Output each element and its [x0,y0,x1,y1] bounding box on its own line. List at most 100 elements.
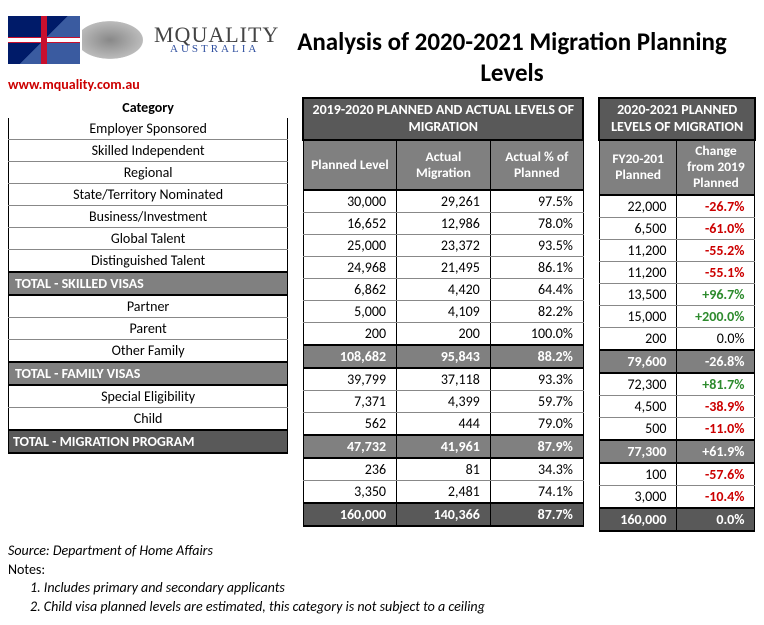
actual-pct-cell: 64.4% [490,279,583,301]
fy-planned-cell: 160,000 [599,508,677,531]
planned-level-cell: 5,000 [303,301,396,323]
brand-line1: MQUALITY [154,25,279,45]
change-pct-cell: -26.8% [677,350,755,373]
actual-migration-cell: 200 [397,323,491,346]
brand-logo: MQUALITY AUSTRALIA [8,8,268,72]
planned-level-cell: 39,799 [303,368,396,391]
actual-migration-cell: 4,399 [397,391,491,413]
fy-planned-cell: 100 [599,463,677,486]
t1-super-header: 2019-2020 PLANNED AND ACTUAL LEVELS OF M… [303,98,583,140]
actual-migration-cell: 41,961 [397,435,491,458]
actual-pct-cell: 93.3% [490,368,583,391]
category-cell: TOTAL - SKILLED VISAS [9,272,288,295]
actual-migration-cell: 23,372 [397,235,491,257]
page-title: Analysis of 2020-2021 Migration Planning… [268,8,756,88]
change-pct-cell: -57.6% [677,463,755,486]
note-1: 1. Includes primary and secondary applic… [30,578,756,598]
source-line: Source: Department of Home Affairs [8,542,756,559]
planned-level-cell: 6,862 [303,279,396,301]
change-pct-cell: -38.9% [677,395,755,417]
planned-level-cell: 200 [303,323,396,346]
actual-pct-cell: 34.3% [490,458,583,481]
change-pct-cell: +81.7% [677,373,755,396]
change-pct-cell: -11.0% [677,417,755,440]
actual-pct-cell: 86.1% [490,257,583,279]
actual-pct-cell: 97.5% [490,190,583,213]
actual-pct-cell: 93.5% [490,235,583,257]
actual-migration-cell: 140,366 [397,503,491,526]
category-cell: Business/Investment [9,206,288,228]
brand-line2: AUSTRALIA [170,45,279,55]
category-cell: Regional [9,162,288,184]
planned-level-cell: 7,371 [303,391,396,413]
category-table: Category Employer SponsoredSkilled Indep… [8,97,288,454]
planned-level-cell: 16,652 [303,213,396,235]
category-cell: Skilled Independent [9,140,288,162]
fy-planned-cell: 6,500 [599,217,677,239]
fy-planned-cell: 11,200 [599,261,677,283]
actual-pct-cell: 87.9% [490,435,583,458]
col-actual-migration: Actual Migration [397,140,491,190]
actual-pct-cell: 79.0% [490,413,583,436]
t2-super-header: 2020-2021 PLANNED LEVELS OF MIGRATION [599,98,755,140]
planned-level-cell: 160,000 [303,503,396,526]
col-fy-planned: FY20-201 Planned [599,140,677,195]
actual-migration-cell: 37,118 [397,368,491,391]
fy-planned-cell: 77,300 [599,440,677,463]
actual-pct-cell: 100.0% [490,323,583,346]
category-cell: TOTAL - MIGRATION PROGRAM [9,430,288,453]
col-planned-level: Planned Level [303,140,396,190]
change-pct-cell: 0.0% [677,327,755,350]
category-header: Category [9,97,288,118]
fy-planned-cell: 72,300 [599,373,677,396]
planned-level-cell: 108,682 [303,345,396,368]
category-cell: Parent [9,318,288,340]
actual-migration-cell: 444 [397,413,491,436]
note-2: 2. Child visa planned levels are estimat… [30,597,756,617]
change-pct-cell: -55.1% [677,261,755,283]
planned-level-cell: 24,968 [303,257,396,279]
change-pct-cell: +61.9% [677,440,755,463]
actual-pct-cell: 78.0% [490,213,583,235]
actual-pct-cell: 87.7% [490,503,583,526]
change-pct-cell: -61.0% [677,217,755,239]
fy-planned-cell: 4,500 [599,395,677,417]
change-pct-cell: -10.4% [677,485,755,508]
planned-level-cell: 47,732 [303,435,396,458]
fy-planned-cell: 200 [599,327,677,350]
fy-planned-cell: 22,000 [599,195,677,218]
category-cell: Special Eligibility [9,385,288,408]
category-cell: State/Territory Nominated [9,184,288,206]
actual-migration-cell: 29,261 [397,190,491,213]
australia-map-icon [82,16,152,64]
flag-icon [8,16,80,64]
fy-planned-cell: 3,000 [599,485,677,508]
actual-migration-cell: 4,109 [397,301,491,323]
actual-pct-cell: 82.2% [490,301,583,323]
website-url[interactable]: www.mquality.com.au [8,76,268,93]
planned-level-cell: 30,000 [303,190,396,213]
category-cell: Global Talent [9,228,288,250]
actual-migration-cell: 12,986 [397,213,491,235]
change-pct-cell: +200.0% [677,305,755,327]
actual-migration-cell: 81 [397,458,491,481]
planned-level-cell: 3,350 [303,481,396,504]
actual-migration-cell: 2,481 [397,481,491,504]
change-pct-cell: -55.2% [677,239,755,261]
planned-level-cell: 236 [303,458,396,481]
col-actual-pct: Actual % of Planned [490,140,583,190]
planned-level-cell: 25,000 [303,235,396,257]
actual-pct-cell: 88.2% [490,345,583,368]
tables-container: Category Employer SponsoredSkilled Indep… [8,97,756,532]
notes-label: Notes: [8,561,756,578]
category-cell: Employer Sponsored [9,118,288,140]
actual-migration-cell: 21,495 [397,257,491,279]
category-cell: Partner [9,295,288,318]
fy-planned-cell: 13,500 [599,283,677,305]
fy-planned-cell: 11,200 [599,239,677,261]
fy-planned-cell: 15,000 [599,305,677,327]
fy-planned-cell: 500 [599,417,677,440]
planned-level-cell: 562 [303,413,396,436]
category-cell: TOTAL - FAMILY VISAS [9,362,288,385]
change-pct-cell: 0.0% [677,508,755,531]
